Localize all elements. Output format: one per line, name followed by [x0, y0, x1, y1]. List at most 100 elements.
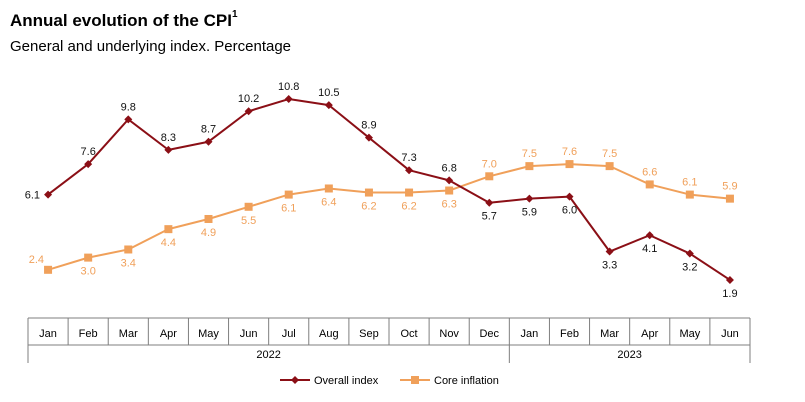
- data-point: [685, 190, 694, 199]
- data-point: [445, 176, 454, 185]
- data-point: [204, 214, 213, 223]
- legend-label-overall-index: Overall index: [314, 375, 379, 387]
- data-label: 6.3: [442, 199, 457, 211]
- data-label: 6.6: [642, 166, 657, 178]
- data-point: [84, 253, 93, 262]
- x-tick-label: Aug: [319, 328, 339, 340]
- data-point: [164, 225, 173, 234]
- data-point: [44, 190, 53, 199]
- data-label: 10.8: [278, 81, 299, 93]
- legend-label-core-inflation: Core inflation: [434, 375, 499, 387]
- data-point: [725, 275, 734, 284]
- data-point: [364, 188, 373, 197]
- data-point: [244, 202, 253, 211]
- x-tick-label: Jul: [282, 328, 296, 340]
- data-point: [565, 160, 574, 169]
- data-label: 8.3: [161, 132, 176, 144]
- data-label: 9.8: [121, 101, 136, 113]
- data-label: 5.7: [482, 211, 497, 223]
- data-label: 4.4: [161, 237, 176, 249]
- data-label: 7.6: [562, 146, 577, 158]
- data-label: 4.9: [201, 227, 216, 239]
- data-label: 7.5: [602, 148, 617, 160]
- data-point: [324, 184, 333, 193]
- data-label: 7.6: [81, 146, 96, 158]
- data-label: 3.3: [602, 260, 617, 272]
- data-point: [645, 180, 654, 189]
- x-tick-label: Apr: [641, 328, 658, 340]
- data-label: 7.0: [482, 158, 497, 170]
- data-point: [244, 107, 253, 116]
- data-point: [284, 190, 293, 199]
- data-label: 3.0: [81, 266, 96, 278]
- data-label: 5.9: [522, 207, 537, 219]
- legend-marker-overall-index: [291, 376, 299, 384]
- data-point: [445, 186, 454, 195]
- series-line-overall-index: [47, 98, 731, 281]
- x-tick-label: May: [198, 328, 219, 340]
- data-label: 6.4: [321, 196, 336, 208]
- data-label: 8.9: [361, 120, 376, 132]
- data-label: 3.2: [682, 262, 697, 274]
- data-point: [645, 231, 654, 240]
- data-point: [364, 133, 373, 142]
- data-label: 6.0: [562, 205, 577, 217]
- chart-subtitle: General and underlying index. Percentage: [10, 38, 292, 55]
- data-point: [84, 160, 93, 169]
- data-label: 6.1: [281, 203, 296, 215]
- data-point: [725, 194, 734, 203]
- x-tick-label: Mar: [600, 328, 619, 340]
- data-label: 4.1: [642, 243, 657, 255]
- data-label: 8.7: [201, 124, 216, 136]
- year-label: 2023: [617, 349, 641, 361]
- data-point: [164, 145, 173, 154]
- data-point: [525, 162, 534, 171]
- series-line-core-inflation: [47, 163, 731, 271]
- data-label: 6.1: [682, 177, 697, 189]
- data-point: [685, 249, 694, 258]
- x-tick-label: Feb: [560, 328, 579, 340]
- data-label: 3.4: [121, 257, 136, 269]
- data-label: 7.5: [522, 148, 537, 160]
- data-label: 7.3: [401, 152, 416, 164]
- x-tick-label: Feb: [79, 328, 98, 340]
- data-point: [405, 188, 414, 197]
- data-point: [284, 95, 293, 104]
- data-label: 6.8: [442, 162, 457, 174]
- x-tick-label: Apr: [160, 328, 177, 340]
- data-point: [485, 172, 494, 181]
- x-tick-label: Jun: [240, 328, 258, 340]
- x-tick-label: Nov: [439, 328, 459, 340]
- data-point: [44, 265, 53, 274]
- data-label: 1.9: [722, 288, 737, 300]
- x-tick-label: Sep: [359, 328, 379, 340]
- data-label: 5.5: [241, 215, 256, 227]
- x-tick-label: Mar: [119, 328, 138, 340]
- data-point: [124, 115, 133, 124]
- data-point: [324, 101, 333, 110]
- data-point: [405, 166, 414, 175]
- x-tick-label: Dec: [479, 328, 499, 340]
- chart-title: Annual evolution of the CPI1: [10, 9, 238, 30]
- data-point: [605, 247, 614, 256]
- data-label: 6.1: [25, 190, 40, 202]
- x-tick-label: Jan: [39, 328, 57, 340]
- year-label: 2022: [256, 349, 280, 361]
- x-tick-label: May: [679, 328, 700, 340]
- x-tick-label: Oct: [400, 328, 417, 340]
- data-point: [204, 137, 213, 146]
- data-point: [525, 194, 534, 203]
- data-label: 2.4: [29, 254, 44, 266]
- x-tick-label: Jun: [721, 328, 739, 340]
- data-point: [605, 162, 614, 171]
- data-label: 6.2: [401, 201, 416, 213]
- data-label: 5.9: [722, 181, 737, 193]
- data-label: 6.2: [361, 201, 376, 213]
- data-point: [565, 192, 574, 201]
- title-footnote-marker: 1: [231, 9, 238, 21]
- data-label: 10.5: [318, 87, 339, 99]
- data-point: [124, 245, 133, 254]
- data-label: 10.2: [238, 93, 259, 105]
- x-tick-label: Jan: [521, 328, 539, 340]
